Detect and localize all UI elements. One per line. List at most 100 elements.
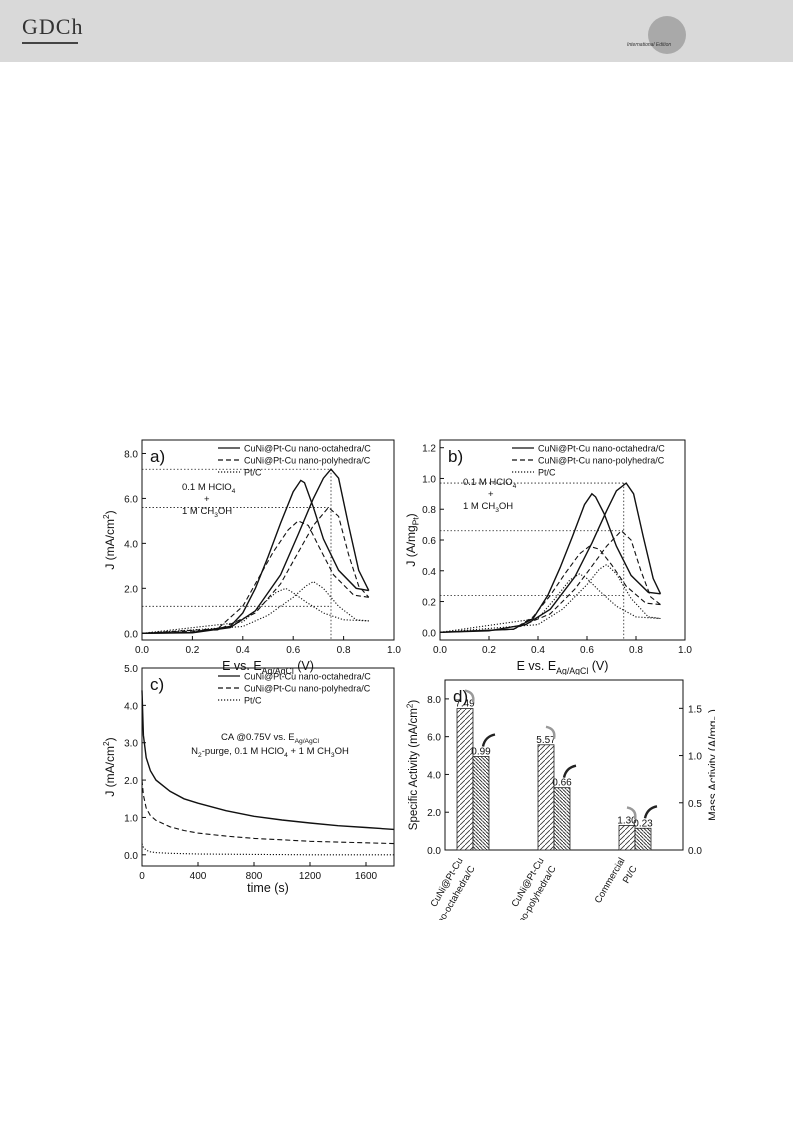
figure-panel-c: 0 400 800 1200 1600 0.0 1.0 2.0 3.0 4.0 5.0 c) CuNi@… xyxy=(101,664,395,895)
arrow-left-axis-icon xyxy=(545,725,556,740)
y-left-tick-label: 4.0 xyxy=(427,770,441,781)
legend-label: CuNi@Pt-Cu nano-octahedra/C xyxy=(538,444,665,454)
legend-label: CuNi@Pt-Cu nano-polyhedra/C xyxy=(244,456,371,466)
y-tick-label: 2.0 xyxy=(124,776,138,787)
y-tick-label: 5.0 xyxy=(124,664,138,675)
electrolyte-annotation-plus: + xyxy=(488,489,494,500)
x-tick-label: 400 xyxy=(190,871,207,882)
x-tick-label: 1.0 xyxy=(387,645,401,656)
x-axis-label: E vs. EAg/AgCl (V) xyxy=(517,659,609,675)
plot-frame xyxy=(439,439,686,641)
series-forward-scan xyxy=(439,482,662,633)
y-tick-label: 0.6 xyxy=(422,536,436,547)
x-tick-label: 0.8 xyxy=(337,645,351,656)
legend-label: CuNi@Pt-Cu nano-octahedra/C xyxy=(244,444,371,454)
ca-annotation-conditions: N2-purge, 0.1 M HClO4 + 1 M CH3OH xyxy=(191,746,349,759)
panel-label: b) xyxy=(448,447,463,466)
electrolyte-annotation: 0.1 M HClO4 xyxy=(182,482,236,495)
y-tick-label: 0.0 xyxy=(124,629,138,640)
x-tick-label: 0.4 xyxy=(236,645,250,656)
y-left-tick-label: 0.0 xyxy=(427,846,441,857)
bar-mass-activity xyxy=(472,756,490,851)
edition-badge xyxy=(648,16,686,54)
panel-label: d) xyxy=(453,687,468,706)
bar-value-label: 0.23 xyxy=(633,818,653,829)
x-tick-label: 0.4 xyxy=(531,645,545,656)
panel-label: a) xyxy=(150,447,165,466)
bar-specific-activity xyxy=(537,744,555,851)
gdch-logo: GDCh xyxy=(22,14,84,39)
y-axis-label: J (mA/cm2) xyxy=(101,737,117,796)
x-tick-label: 0.6 xyxy=(286,645,300,656)
series-backward-scan xyxy=(141,479,369,634)
series-line xyxy=(141,690,395,831)
y-left-tick-label: 6.0 xyxy=(427,733,441,744)
y-right-tick-label: 1.0 xyxy=(688,752,702,763)
series-backward-scan xyxy=(141,587,369,634)
y-tick-label: 1.0 xyxy=(422,474,436,485)
x-tick-label: 0 xyxy=(139,871,145,882)
arrow-left-axis-icon xyxy=(464,689,475,703)
figure-panel-d: 0.0 2.0 4.0 6.0 8.0 0.0 0.5 1.0 1.5 d) Specific Ac… xyxy=(405,679,715,920)
y-tick-label: 0.0 xyxy=(422,628,436,639)
y-right-tick-label: 0.0 xyxy=(688,846,702,857)
series-line xyxy=(141,843,394,856)
series-backward-scan xyxy=(439,492,661,633)
series-forward-scan xyxy=(141,506,370,634)
y-left-axis-label: Specific Activity (mA/cm2) xyxy=(405,700,420,831)
bar-value-label: 1.30 xyxy=(617,815,637,826)
series-backward-scan xyxy=(439,573,661,633)
figure-panel-b: 0.0 0.2 0.4 0.6 0.8 1.0 0.0 0.2 0.4 0.6 0.8 1.0 1.2 b… xyxy=(405,439,692,675)
x-tick-label: 0.0 xyxy=(433,645,447,656)
x-tick-label: 1.0 xyxy=(678,645,692,656)
bar-value-label: 0.99 xyxy=(471,747,491,758)
y-axis-label: J (A/mgPt) xyxy=(405,513,421,566)
y-tick-label: 1.0 xyxy=(124,813,138,824)
x-tick-label: 0.8 xyxy=(629,645,643,656)
plot-frame xyxy=(141,439,395,641)
y-tick-label: 6.0 xyxy=(124,494,138,505)
legend-label: Pt/C xyxy=(538,468,556,478)
y-right-tick-label: 0.5 xyxy=(688,799,702,810)
panel-label: c) xyxy=(150,675,164,694)
arrow-left-axis-icon xyxy=(626,806,637,820)
y-tick-label: 8.0 xyxy=(124,449,138,460)
y-tick-label: 4.0 xyxy=(124,701,138,712)
y-axis-label: J (mA/cm2) xyxy=(101,510,117,569)
arrow-right-axis-icon xyxy=(481,733,496,747)
series-line xyxy=(141,780,395,845)
series-forward-scan xyxy=(141,580,369,634)
electrolyte-annotation: 0.1 M HClO4 xyxy=(463,477,517,490)
y-right-axis-label: Mass Activity (A/mgPt) xyxy=(708,709,715,821)
legend-label: CuNi@Pt-Cu nano-polyhedra/C xyxy=(244,684,371,694)
y-tick-label: 0.8 xyxy=(422,505,436,516)
electrolyte-annotation-plus: + xyxy=(204,494,210,505)
plot-frame xyxy=(141,667,395,867)
arrow-right-axis-icon xyxy=(562,764,577,778)
y-tick-label: 0.0 xyxy=(124,851,138,862)
y-left-tick-label: 8.0 xyxy=(427,695,441,706)
y-tick-label: 4.0 xyxy=(124,539,138,550)
y-tick-label: 3.0 xyxy=(124,739,138,750)
series-backward-scan xyxy=(141,520,369,634)
bar-mass-activity xyxy=(553,787,571,851)
x-tick-label: 0.2 xyxy=(185,645,199,656)
legend-label: Pt/C xyxy=(244,468,262,478)
series-forward-scan xyxy=(141,468,370,634)
series-forward-scan xyxy=(439,563,661,633)
header-bar: GDCh International Edition xyxy=(0,0,793,62)
y-left-tick-label: 2.0 xyxy=(427,808,441,819)
series-forward-scan xyxy=(439,530,661,633)
bar-value-label: 5.57 xyxy=(536,735,556,746)
y-tick-label: 1.2 xyxy=(422,444,436,455)
bar-mass-activity xyxy=(634,827,652,851)
edition-text: International Edition xyxy=(627,42,672,48)
x-tick-label: 0.6 xyxy=(580,645,594,656)
x-axis-label: time (s) xyxy=(247,881,289,895)
x-tick-label: 1600 xyxy=(355,871,378,882)
electrolyte-annotation-methanol: 1 M CH3OH xyxy=(182,506,232,519)
y-right-tick-label: 1.5 xyxy=(688,704,702,715)
legend-label: Pt/C xyxy=(244,696,262,706)
bar-value-label: 0.66 xyxy=(552,778,572,789)
logo-underline xyxy=(22,42,78,44)
